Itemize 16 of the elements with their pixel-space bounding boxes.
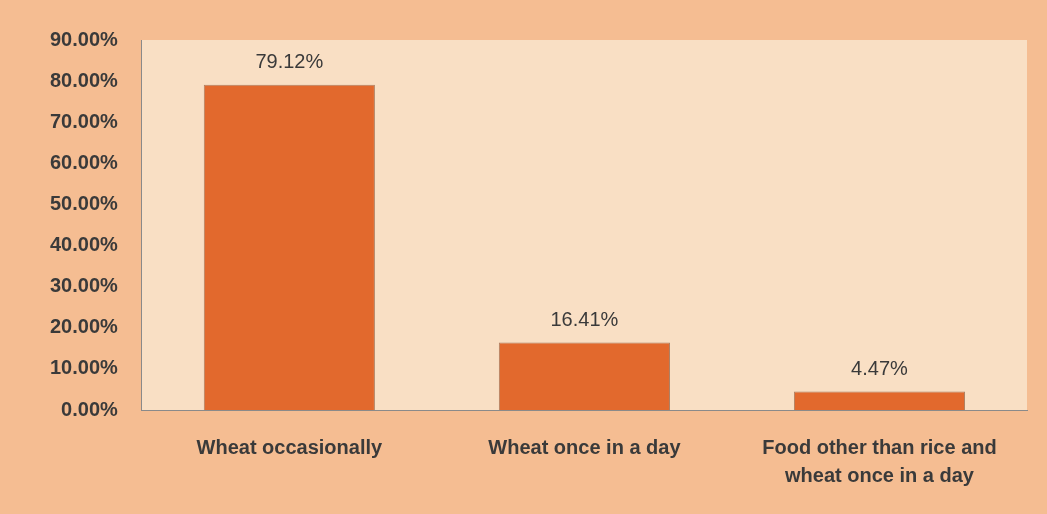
y-tick-label: 50.00% <box>49 191 119 214</box>
x-tick-label: Wheat once in a day <box>488 435 682 458</box>
y-tick-label: 70.00% <box>49 109 119 132</box>
data-label: 79.12% <box>255 50 324 73</box>
data-label: 4.47% <box>851 357 909 380</box>
x-tick-label: Food other than rice and wheat once in a day <box>762 435 997 486</box>
y-tick-label: 20.00% <box>49 315 119 338</box>
data-label: 16.41% <box>550 308 619 331</box>
y-tick-label: 90.00% <box>49 27 119 50</box>
y-tick-label: 10.00% <box>49 356 119 379</box>
x-tick-label: Wheat occasionally <box>196 435 384 458</box>
y-tick-label: 60.00% <box>49 150 119 173</box>
y-tick-label: 80.00% <box>49 68 119 91</box>
y-tick-label: 40.00% <box>49 233 119 256</box>
y-tick-label: 0.00% <box>61 397 119 420</box>
y-tick-label: 30.00% <box>49 274 119 297</box>
